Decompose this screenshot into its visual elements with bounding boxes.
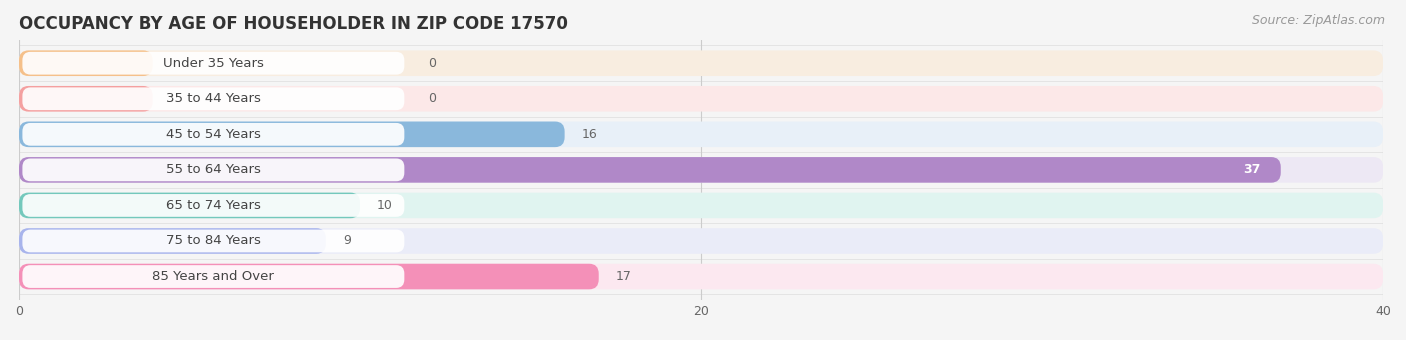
FancyBboxPatch shape <box>22 87 405 110</box>
FancyBboxPatch shape <box>20 193 1384 218</box>
Text: 0: 0 <box>429 57 436 70</box>
FancyBboxPatch shape <box>20 50 1384 76</box>
FancyBboxPatch shape <box>20 50 153 76</box>
Text: 45 to 54 Years: 45 to 54 Years <box>166 128 262 141</box>
FancyBboxPatch shape <box>20 121 565 147</box>
FancyBboxPatch shape <box>22 265 405 288</box>
FancyBboxPatch shape <box>22 194 405 217</box>
Text: 0: 0 <box>429 92 436 105</box>
FancyBboxPatch shape <box>20 228 1384 254</box>
Text: 35 to 44 Years: 35 to 44 Years <box>166 92 262 105</box>
Text: Under 35 Years: Under 35 Years <box>163 57 264 70</box>
Text: 9: 9 <box>343 235 352 248</box>
FancyBboxPatch shape <box>20 86 1384 112</box>
FancyBboxPatch shape <box>22 123 405 146</box>
Text: 55 to 64 Years: 55 to 64 Years <box>166 164 262 176</box>
Text: 37: 37 <box>1243 164 1260 176</box>
Text: 65 to 74 Years: 65 to 74 Years <box>166 199 262 212</box>
FancyBboxPatch shape <box>20 157 1281 183</box>
FancyBboxPatch shape <box>20 264 599 289</box>
FancyBboxPatch shape <box>20 264 1384 289</box>
FancyBboxPatch shape <box>20 121 1384 147</box>
FancyBboxPatch shape <box>20 86 153 112</box>
Text: 75 to 84 Years: 75 to 84 Years <box>166 235 262 248</box>
Text: 17: 17 <box>616 270 631 283</box>
Text: 16: 16 <box>582 128 598 141</box>
FancyBboxPatch shape <box>20 193 360 218</box>
FancyBboxPatch shape <box>20 157 1384 183</box>
FancyBboxPatch shape <box>22 158 405 181</box>
FancyBboxPatch shape <box>20 228 326 254</box>
FancyBboxPatch shape <box>22 52 405 74</box>
Text: 85 Years and Over: 85 Years and Over <box>152 270 274 283</box>
FancyBboxPatch shape <box>22 230 405 252</box>
Text: OCCUPANCY BY AGE OF HOUSEHOLDER IN ZIP CODE 17570: OCCUPANCY BY AGE OF HOUSEHOLDER IN ZIP C… <box>20 15 568 33</box>
Text: Source: ZipAtlas.com: Source: ZipAtlas.com <box>1251 14 1385 27</box>
Text: 10: 10 <box>377 199 392 212</box>
